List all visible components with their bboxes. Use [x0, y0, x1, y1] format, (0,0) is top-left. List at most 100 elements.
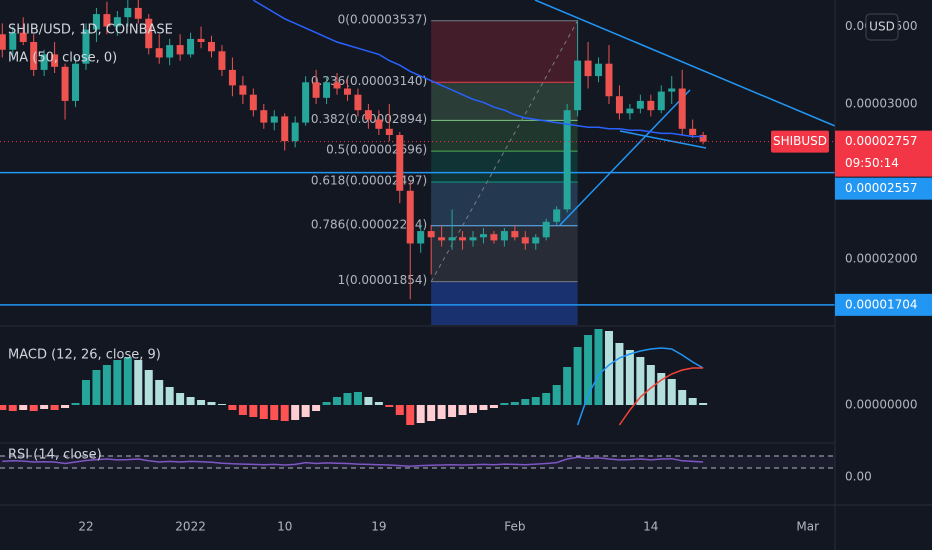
candle-body	[574, 60, 582, 111]
candle-body	[9, 32, 17, 50]
histogram-bar	[542, 393, 551, 405]
candle-body	[333, 82, 341, 89]
histogram-bar	[291, 405, 300, 420]
candle-body	[615, 96, 623, 114]
candle-body	[364, 110, 372, 120]
candle-body	[396, 134, 404, 191]
candle-body	[385, 128, 393, 135]
x-tick-label: Feb	[504, 520, 525, 534]
histogram-bar	[531, 397, 540, 405]
rsi-line	[2, 456, 704, 467]
candle-body	[187, 38, 195, 55]
rsi-band-fill	[0, 456, 835, 469]
histogram-bar	[312, 405, 321, 411]
fib-band	[431, 281, 578, 325]
candle-body	[647, 100, 655, 111]
rsi-pane	[0, 455, 835, 469]
histogram-bar	[563, 367, 572, 405]
price-pane: 0(0.00003537)0.236(0.00003140)0.382(0.00…	[0, 0, 835, 325]
candle-body	[208, 42, 215, 52]
price-line-label: 0.00001704	[845, 297, 918, 311]
histogram-bar	[343, 393, 352, 405]
candle-body	[166, 45, 174, 58]
histogram-bar	[217, 404, 226, 405]
candle-body	[281, 116, 289, 142]
histogram-bar	[395, 405, 404, 415]
candle-body	[636, 100, 644, 109]
candle-body	[19, 32, 27, 43]
fib-band	[431, 20, 578, 83]
histogram-bar	[552, 385, 561, 405]
histogram-bar	[71, 403, 80, 405]
histogram-bar	[92, 370, 101, 405]
histogram-bar	[228, 405, 237, 410]
histogram-bar	[207, 402, 216, 405]
candle-body	[595, 63, 603, 77]
macd-line	[576, 347, 704, 426]
trend-line	[619, 130, 707, 149]
candle-body	[228, 69, 236, 86]
histogram-bar	[500, 403, 509, 405]
candle-body	[92, 14, 100, 30]
histogram-bar	[385, 405, 394, 407]
price-line-box	[835, 293, 932, 316]
candle-body	[176, 45, 184, 55]
histogram-bar	[301, 405, 310, 417]
histogram-bar	[40, 405, 49, 409]
candle-body	[343, 88, 351, 95]
candle-body	[500, 231, 508, 241]
trend-line	[559, 89, 691, 226]
histogram-bar	[678, 390, 687, 405]
histogram-bar	[155, 380, 164, 405]
candle-body	[459, 237, 467, 241]
candle-body	[124, 7, 132, 18]
ma-line	[252, 0, 704, 138]
histogram-bar	[280, 405, 289, 421]
chart-title: SHIB/USD, 1D, COINBASE	[8, 23, 173, 38]
histogram-bar	[374, 402, 383, 405]
candle-body	[605, 63, 613, 97]
candle-body	[260, 110, 268, 123]
histogram-bar	[688, 398, 697, 405]
last-price-label: 0.00002757	[845, 134, 918, 148]
histogram-bar	[427, 405, 436, 421]
histogram-bar	[448, 405, 457, 417]
candle-body	[448, 237, 456, 241]
histogram-bar	[61, 405, 70, 408]
candle-body	[354, 94, 362, 111]
histogram-bar	[594, 329, 603, 405]
histogram-bar	[144, 370, 153, 405]
histogram-bar	[19, 405, 28, 410]
fib-band	[431, 151, 578, 182]
candle-body	[312, 82, 320, 98]
rsi-title: RSI (14, close)	[8, 448, 102, 463]
candle-body	[668, 88, 676, 92]
fib-label: 1(0.00001854)	[338, 273, 428, 287]
candle-body	[249, 94, 257, 111]
candle-body	[30, 42, 38, 70]
histogram-bar	[249, 405, 258, 417]
candle-body	[270, 116, 278, 123]
currency-button[interactable]	[865, 13, 899, 41]
candle-body	[532, 237, 540, 244]
histogram-bar	[615, 343, 624, 405]
macd-pane	[0, 329, 708, 426]
histogram-bar	[186, 397, 195, 405]
signal-line	[618, 367, 704, 426]
histogram-bar	[604, 331, 613, 405]
candle-body	[218, 51, 226, 70]
histogram-bar	[364, 397, 373, 405]
candle-body	[626, 108, 634, 114]
histogram-bar	[8, 405, 17, 411]
symbol-tag	[771, 130, 829, 153]
histogram-bar	[406, 405, 415, 425]
price-line-box	[835, 177, 932, 200]
candle-body	[302, 82, 310, 123]
y-tick-label: 0.00000000	[845, 398, 918, 412]
candle-body	[291, 122, 299, 142]
x-tick-label: 14	[643, 520, 658, 534]
candle-body	[375, 119, 383, 129]
y-tick-label: 0.00003000	[845, 96, 918, 110]
